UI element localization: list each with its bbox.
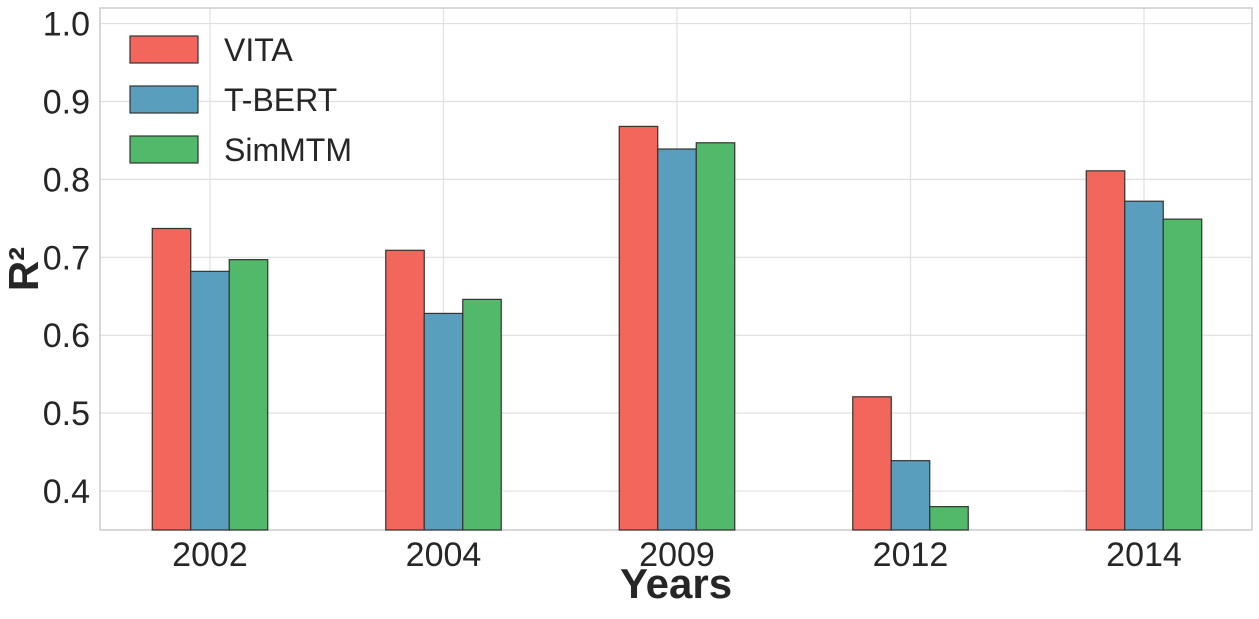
bar-vita-2012 xyxy=(852,396,892,531)
y-tick-label: 0.4 xyxy=(43,473,90,511)
x-tick-label: 2004 xyxy=(406,536,482,574)
y-tick-label: 0.9 xyxy=(43,83,90,121)
bar-simmtm-2012 xyxy=(929,506,969,531)
bar-vita-2009 xyxy=(618,125,659,531)
legend-swatch-vita xyxy=(129,35,199,64)
bar-t-bert-2014 xyxy=(1124,200,1164,531)
legend-label: T-BERT xyxy=(224,82,337,118)
x-tick-labels: 2002 2004 2009 2012 2014 xyxy=(172,536,1182,574)
x-tick-label: 2009 xyxy=(639,536,715,574)
bar-t-bert-2004 xyxy=(423,312,464,531)
y-tick-labels: 0.4 0.5 0.6 0.7 0.8 0.9 1.0 xyxy=(43,6,90,511)
legend-swatch-t-bert xyxy=(129,85,199,114)
y-tick-label: 0.6 xyxy=(43,317,90,355)
x-tick-label: 2002 xyxy=(172,536,248,574)
bar-simmtm-2009 xyxy=(695,142,736,531)
bar-t-bert-2009 xyxy=(657,148,697,531)
legend: VITA T-BERT SimMTM xyxy=(129,32,352,168)
y-tick-label: 0.5 xyxy=(43,395,90,433)
y-axis-title: R² xyxy=(0,247,47,291)
bar-vita-2014 xyxy=(1085,170,1126,531)
legend-swatch-simmtm xyxy=(129,135,199,164)
bar-simmtm-2002 xyxy=(228,259,269,531)
y-tick-label: 1.0 xyxy=(43,6,90,44)
x-tick-label: 2014 xyxy=(1106,536,1182,574)
bar-t-bert-2012 xyxy=(890,460,931,531)
bars-layer xyxy=(151,125,1203,531)
bar-vita-2002 xyxy=(151,227,192,531)
bar-simmtm-2004 xyxy=(462,298,502,531)
legend-label: SimMTM xyxy=(224,132,352,168)
x-tick-label: 2012 xyxy=(873,536,949,574)
bar-t-bert-2002 xyxy=(190,270,230,531)
bar-vita-2004 xyxy=(385,249,425,531)
bar-simmtm-2014 xyxy=(1162,218,1203,531)
y-tick-label: 0.8 xyxy=(43,161,90,199)
legend-label: VITA xyxy=(224,32,293,68)
x-axis-title: Years xyxy=(620,560,732,607)
y-tick-label: 0.7 xyxy=(43,239,90,277)
